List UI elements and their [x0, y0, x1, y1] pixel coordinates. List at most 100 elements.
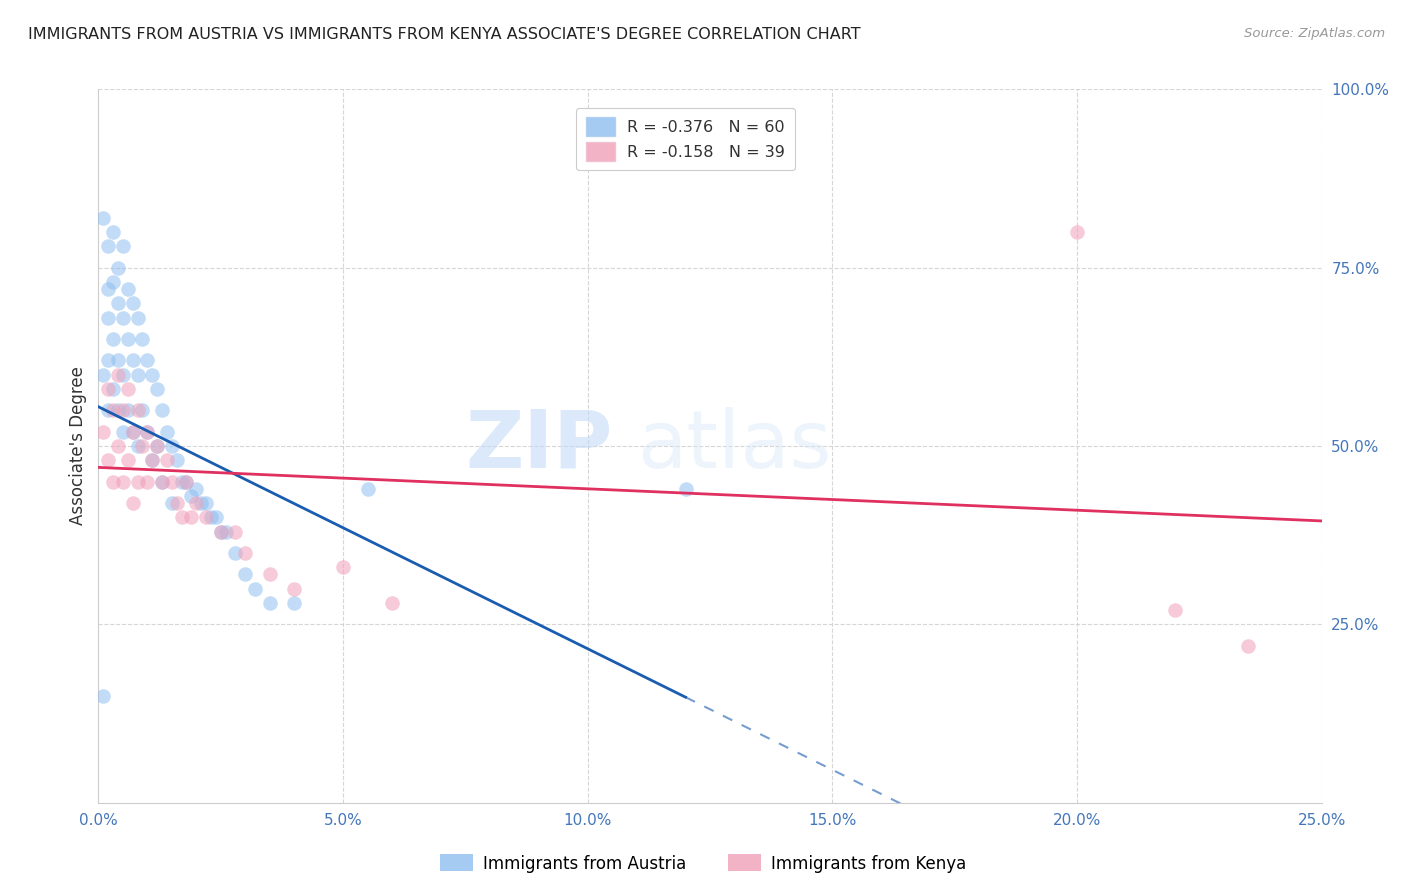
Point	[166, 496, 188, 510]
Point	[111, 239, 134, 253]
Point	[233, 546, 256, 560]
Point	[131, 332, 153, 346]
Point	[97, 239, 120, 253]
Point	[136, 425, 159, 439]
Point	[117, 403, 139, 417]
Point	[107, 403, 129, 417]
Point	[150, 403, 173, 417]
Point	[141, 453, 163, 467]
Point	[205, 510, 228, 524]
Point	[107, 353, 129, 368]
Point	[91, 425, 114, 439]
Point	[127, 439, 149, 453]
Point	[209, 524, 232, 539]
Point	[107, 368, 129, 382]
Text: IMMIGRANTS FROM AUSTRIA VS IMMIGRANTS FROM KENYA ASSOCIATE'S DEGREE CORRELATION : IMMIGRANTS FROM AUSTRIA VS IMMIGRANTS FR…	[28, 27, 860, 42]
Point	[186, 496, 208, 510]
Point	[136, 475, 159, 489]
Text: ZIP: ZIP	[465, 407, 612, 485]
Point	[156, 425, 179, 439]
Point	[195, 510, 218, 524]
Point	[101, 332, 124, 346]
Point	[141, 453, 163, 467]
Point	[111, 403, 134, 417]
Point	[107, 296, 129, 310]
Point	[283, 582, 305, 596]
Point	[107, 260, 129, 275]
Point	[127, 368, 149, 382]
Point	[180, 489, 202, 503]
Point	[101, 475, 124, 489]
Point	[176, 475, 198, 489]
Point	[170, 510, 193, 524]
Point	[146, 382, 169, 396]
Point	[131, 439, 153, 453]
Point	[214, 524, 236, 539]
Point	[101, 403, 124, 417]
Text: Source: ZipAtlas.com: Source: ZipAtlas.com	[1244, 27, 1385, 40]
Point	[111, 425, 134, 439]
Point	[131, 403, 153, 417]
Point	[97, 353, 120, 368]
Point	[97, 403, 120, 417]
Point	[117, 332, 139, 346]
Point	[111, 368, 134, 382]
Point	[121, 353, 143, 368]
Point	[121, 425, 143, 439]
Legend: Immigrants from Austria, Immigrants from Kenya: Immigrants from Austria, Immigrants from…	[433, 847, 973, 880]
Point	[200, 510, 222, 524]
Point	[356, 482, 378, 496]
Point	[224, 524, 246, 539]
Point	[150, 475, 173, 489]
Point	[146, 439, 169, 453]
Point	[91, 211, 114, 225]
Point	[97, 310, 120, 325]
Point	[176, 475, 198, 489]
Point	[121, 496, 143, 510]
Point	[233, 567, 256, 582]
Point	[107, 439, 129, 453]
Point	[332, 560, 354, 574]
Point	[1164, 603, 1187, 617]
Point	[97, 282, 120, 296]
Point	[180, 510, 202, 524]
Point	[259, 596, 281, 610]
Point	[101, 225, 124, 239]
Point	[136, 425, 159, 439]
Point	[117, 382, 139, 396]
Point	[127, 475, 149, 489]
Point	[146, 439, 169, 453]
Point	[166, 453, 188, 467]
Point	[190, 496, 212, 510]
Point	[160, 475, 183, 489]
Point	[160, 496, 183, 510]
Point	[127, 310, 149, 325]
Text: atlas: atlas	[637, 407, 831, 485]
Point	[150, 475, 173, 489]
Point	[675, 482, 697, 496]
Point	[156, 453, 179, 467]
Point	[101, 382, 124, 396]
Point	[141, 368, 163, 382]
Point	[283, 596, 305, 610]
Point	[381, 596, 404, 610]
Y-axis label: Associate's Degree: Associate's Degree	[69, 367, 87, 525]
Legend: R = -0.376   N = 60, R = -0.158   N = 39: R = -0.376 N = 60, R = -0.158 N = 39	[576, 108, 794, 170]
Point	[121, 425, 143, 439]
Point	[243, 582, 266, 596]
Point	[136, 353, 159, 368]
Point	[111, 475, 134, 489]
Point	[1237, 639, 1260, 653]
Point	[91, 689, 114, 703]
Point	[259, 567, 281, 582]
Point	[186, 482, 208, 496]
Point	[97, 453, 120, 467]
Point	[121, 296, 143, 310]
Point	[160, 439, 183, 453]
Point	[111, 310, 134, 325]
Point	[127, 403, 149, 417]
Point	[91, 368, 114, 382]
Point	[195, 496, 218, 510]
Point	[170, 475, 193, 489]
Point	[97, 382, 120, 396]
